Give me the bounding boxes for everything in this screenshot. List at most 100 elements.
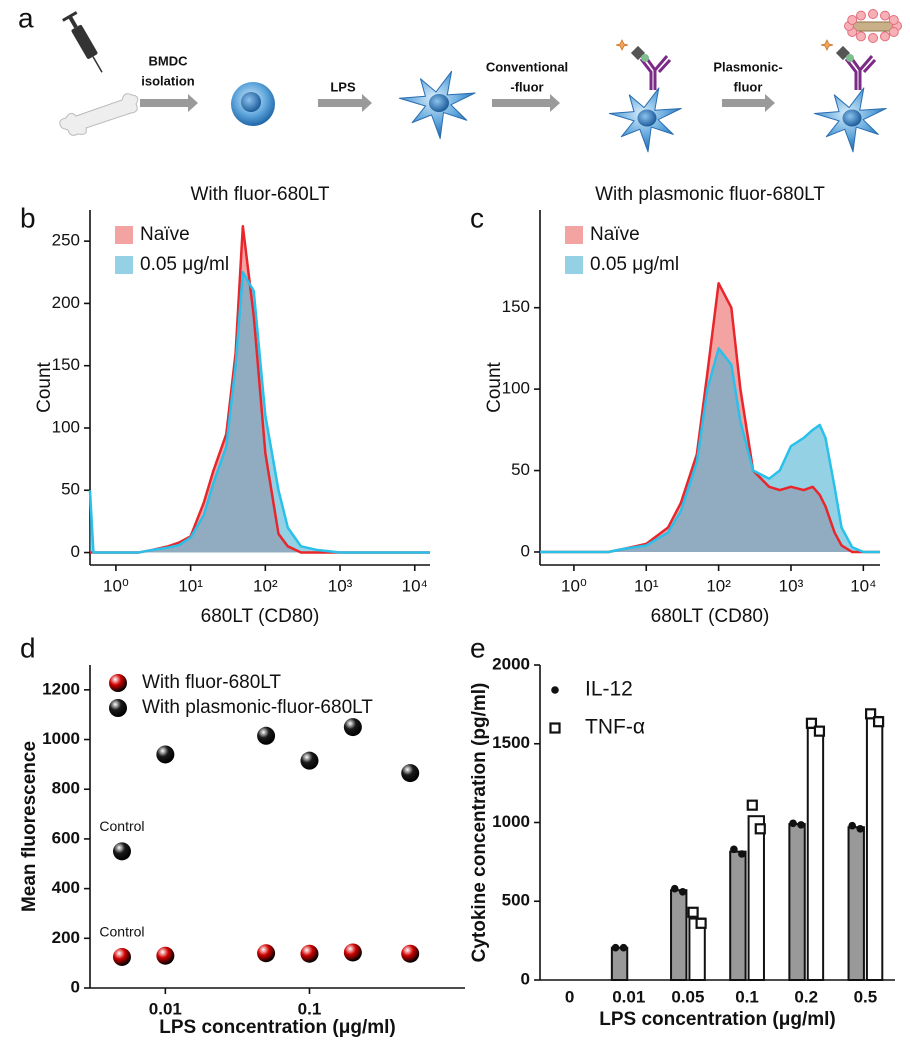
y-tick-label: 50: [511, 460, 530, 479]
step-label: Plasmonic-: [713, 59, 782, 74]
x-tick-label: 10¹: [178, 576, 203, 595]
replicate-point: [687, 906, 699, 918]
y-tick-label: 100: [52, 417, 80, 436]
y-tick-label: 0: [521, 541, 530, 560]
legend-swatch: [115, 256, 133, 274]
bar: [747, 815, 765, 982]
replicate-point: [805, 717, 818, 729]
annotation: Control: [99, 818, 144, 834]
legend-label: IL-12: [585, 678, 633, 701]
arrow: [318, 94, 372, 112]
fluor: [820, 39, 834, 51]
nucleus: [842, 109, 862, 127]
x-tick-label: 10²: [706, 576, 731, 595]
nucleus: [637, 109, 657, 127]
y-tick-label: 150: [502, 297, 530, 316]
x-tick-label: 0.1: [735, 987, 759, 1006]
area-line: [88, 271, 430, 554]
step-label: isolation: [141, 73, 195, 88]
legend-label: Naïve: [140, 224, 190, 245]
y-tick-label: 150: [52, 355, 80, 374]
step-label: fluor: [734, 79, 763, 94]
replicate-point: [738, 850, 746, 858]
x-tick-label: 0.5: [854, 987, 878, 1006]
x-tick-label: 10⁴: [850, 576, 876, 595]
replicate-point: [865, 708, 877, 720]
legend-marker: [109, 699, 127, 717]
x-tick-label: 0.05: [671, 987, 704, 1006]
y-tick-label: 200: [52, 293, 80, 312]
panel-letter: b: [20, 202, 36, 233]
step-label: -fluor: [510, 79, 543, 94]
legend-label: 0.05 μg/ml: [140, 254, 229, 275]
antibody: [639, 55, 672, 90]
bar: [865, 715, 884, 981]
replicate-point: [619, 943, 628, 952]
replicate-point: [695, 917, 707, 929]
point: [401, 764, 420, 783]
point: [112, 947, 131, 966]
fluor: [615, 39, 629, 51]
syringe-needle: [92, 56, 103, 73]
bar: [847, 826, 865, 981]
legend-label: With plasmonic-fluor-680LT: [142, 697, 373, 718]
plasmonic-bead: [868, 33, 878, 43]
bar: [610, 946, 629, 982]
antibody: [844, 55, 877, 90]
replicate-point: [813, 725, 826, 737]
point: [112, 842, 131, 861]
x-tick-label: 10⁰: [561, 576, 587, 595]
legend-label: With fluor-680LT: [142, 672, 281, 693]
x-tick-label: 10¹: [634, 576, 659, 595]
replicate-point: [670, 884, 679, 893]
y-tick-label: 100: [502, 379, 530, 398]
bar: [788, 823, 806, 982]
point: [257, 726, 276, 745]
arrow: [722, 94, 775, 112]
y-axis-title: Mean fluorescence: [19, 741, 40, 912]
point: [156, 745, 175, 764]
x-tick-label: 10³: [328, 576, 353, 595]
y-axis-title: Count: [34, 361, 55, 412]
area-line: [540, 347, 880, 554]
point: [343, 718, 362, 737]
y-tick-label: 1200: [42, 679, 80, 698]
y-tick-label: 600: [52, 828, 80, 847]
syringe-plunger: [68, 15, 78, 29]
legend-marker: [549, 722, 561, 734]
bone: [59, 93, 139, 136]
x-tick-label: 0.01: [149, 999, 182, 1018]
plasmonic-bead: [868, 9, 878, 19]
y-tick-label: 200: [52, 928, 80, 947]
y-tick-label: 500: [502, 891, 530, 910]
plasmonic-bead: [856, 31, 866, 42]
legend-marker: [109, 674, 127, 692]
replicate-point: [611, 943, 620, 952]
panel-letter: d: [20, 632, 36, 663]
replicate-point: [789, 819, 797, 828]
legend-marker: [551, 686, 559, 694]
bead: [641, 54, 649, 62]
x-tick-label: 0.1: [298, 999, 322, 1018]
legend-label: Naïve: [590, 224, 640, 245]
bar: [729, 850, 747, 982]
y-tick-label: 2000: [492, 654, 530, 673]
area-fill: [90, 272, 430, 553]
y-tick-label: 50: [61, 480, 80, 499]
x-tick-label: 0.2: [794, 987, 818, 1006]
replicate-point: [797, 821, 805, 829]
x-tick-label: 10²: [253, 576, 278, 595]
plasmonic-bead: [888, 15, 899, 25]
step-label: LPS: [330, 79, 356, 94]
y-axis-title: Count: [484, 361, 505, 412]
point: [257, 944, 276, 963]
y-axis-title: Cytokine concentration (pg/ml): [469, 683, 490, 963]
legend-label: TNF-α: [585, 716, 645, 739]
syringe-cap: [62, 11, 78, 22]
point: [401, 944, 420, 963]
y-tick-label: 1000: [492, 812, 530, 831]
x-axis-title: LPS concentration (μg/ml): [159, 1017, 395, 1038]
replicate-point: [678, 888, 687, 896]
panel-letter: c: [470, 202, 484, 233]
